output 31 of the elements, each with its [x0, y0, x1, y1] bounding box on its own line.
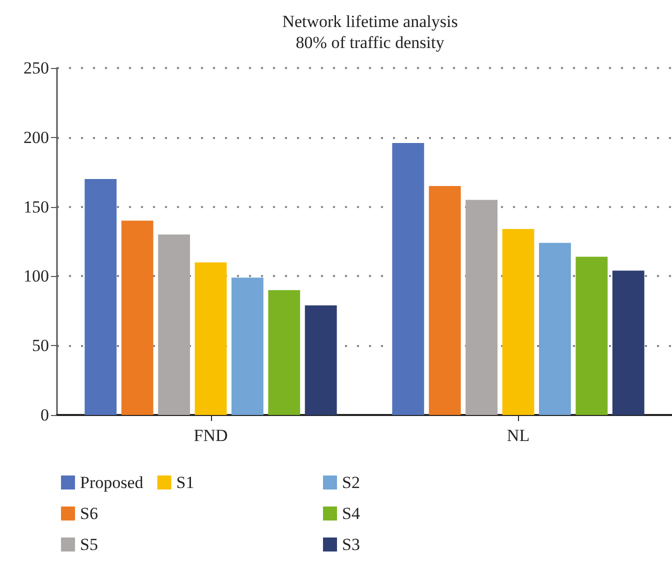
legend-label: S3: [342, 535, 360, 554]
legend-label: S5: [80, 535, 98, 554]
legend-label: S1: [176, 473, 194, 492]
legend-label: S6: [80, 504, 98, 523]
bar: [392, 142, 424, 415]
bar: [158, 234, 190, 415]
bar: [538, 242, 571, 415]
bar: [121, 220, 154, 415]
bar: [84, 179, 117, 415]
bar: [502, 229, 534, 415]
bar: [231, 278, 264, 415]
chart-subtitle: 80% of traffic density: [296, 33, 445, 52]
bar: [466, 200, 498, 415]
legend-label: Proposed: [80, 473, 144, 492]
bar: [576, 256, 608, 415]
y-tick-label: 200: [24, 128, 49, 147]
y-tick-label: 0: [40, 406, 49, 424]
chart-title: Network lifetime analysis: [282, 12, 458, 31]
legend-label: S2: [342, 473, 360, 492]
x-tick-label: NL: [506, 426, 530, 445]
bar: [428, 186, 461, 415]
y-tick-label: 250: [24, 58, 49, 78]
bar: [612, 270, 644, 415]
bar: [268, 290, 300, 415]
y-tick-label: 50: [32, 336, 49, 356]
bar: [304, 305, 337, 415]
y-tick-label: 150: [24, 197, 49, 216]
bar: [194, 262, 227, 415]
x-tick-label: FND: [194, 426, 228, 445]
legend-label: S4: [342, 504, 360, 523]
y-tick-label: 100: [24, 266, 49, 286]
